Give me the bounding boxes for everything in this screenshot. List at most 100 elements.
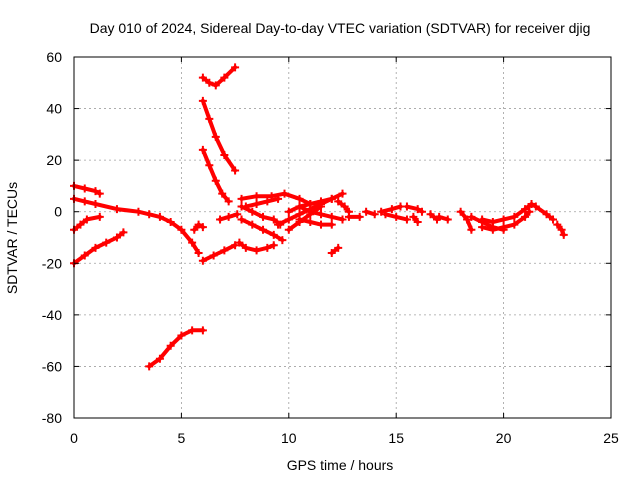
series-arc-09 [198, 241, 240, 265]
data-point [241, 202, 250, 211]
data-point [248, 220, 257, 229]
data-point [355, 212, 364, 221]
data-point [443, 215, 452, 224]
series-line [458, 209, 474, 232]
data-point [220, 246, 229, 255]
data-point [248, 207, 257, 216]
data-point [344, 212, 353, 221]
data-point [198, 326, 207, 335]
data-point [194, 248, 203, 257]
data-point [102, 238, 111, 247]
data-point [456, 207, 465, 216]
data-point [549, 215, 558, 224]
data-point [362, 207, 371, 216]
data-point [338, 215, 347, 224]
data-point [327, 248, 336, 257]
series-arc-16 [241, 194, 283, 211]
data-point [82, 215, 91, 224]
y-tick-label: 20 [46, 152, 62, 168]
series-arc-03 [70, 212, 104, 234]
y-tick-label: 0 [54, 204, 62, 220]
x-tick-label: 20 [496, 430, 512, 446]
data-point [338, 189, 347, 198]
x-tick-labels: 0 5 10 15 20 25 [70, 430, 619, 446]
x-tick-label: 5 [178, 430, 186, 446]
data-point [295, 202, 304, 211]
data-point [510, 212, 519, 221]
data-point [112, 205, 121, 214]
series-arc-08 [198, 145, 233, 206]
data-point [198, 145, 207, 154]
data-point [295, 194, 304, 203]
data-point [233, 210, 242, 219]
data-point [553, 220, 562, 229]
series-arc-23 [334, 197, 353, 216]
data-point [145, 210, 154, 219]
data-point [521, 212, 530, 221]
series-arc-20 [295, 215, 336, 229]
series-arc-36 [553, 220, 568, 239]
data-point [80, 197, 89, 206]
data-point [306, 199, 315, 208]
data-point [190, 225, 199, 234]
series-line [72, 214, 102, 232]
chart-title: Day 010 of 2024, Sidereal Day-to-day VTE… [90, 20, 591, 36]
data-point [531, 202, 540, 211]
data-point [269, 215, 278, 224]
data-point [488, 218, 497, 227]
data-point [205, 78, 214, 87]
series-arc-14 [237, 215, 287, 245]
y-tick-label: 60 [46, 49, 62, 65]
data-point [177, 331, 186, 340]
data-point [557, 225, 566, 234]
x-tick-label: 15 [388, 430, 404, 446]
ticks [73, 56, 612, 419]
data-point [177, 225, 186, 234]
data-point [80, 251, 89, 260]
data-point [198, 223, 207, 232]
data-point [198, 96, 207, 105]
data-point [91, 243, 100, 252]
series-layer [70, 63, 568, 371]
series-line [243, 196, 281, 209]
data-point [237, 215, 246, 224]
data-point [269, 241, 278, 250]
data-point [252, 192, 261, 201]
series-arc-30 [409, 212, 422, 227]
data-point [198, 73, 207, 82]
data-point [166, 218, 175, 227]
data-point [211, 81, 220, 90]
data-point [334, 197, 343, 206]
data-point [402, 215, 411, 224]
data-point [413, 205, 422, 214]
data-point [317, 220, 326, 229]
y-tick-label: -80 [42, 410, 62, 426]
data-point [542, 210, 551, 219]
data-point [205, 114, 214, 123]
data-point [252, 246, 261, 255]
data-point [278, 236, 287, 245]
series-arc-06 [198, 63, 240, 90]
data-point [216, 215, 225, 224]
data-point [340, 202, 349, 211]
data-point [510, 220, 519, 229]
data-point [263, 243, 272, 252]
data-point [211, 132, 220, 141]
series-arc-27 [381, 210, 411, 224]
data-point [259, 212, 268, 221]
data-point [112, 233, 121, 242]
data-point [527, 199, 536, 208]
data-point [478, 215, 487, 224]
data-point [252, 199, 261, 208]
data-point [280, 189, 289, 198]
series-line [72, 196, 201, 255]
data-point [91, 187, 100, 196]
data-point [284, 207, 293, 216]
series-arc-05 [145, 326, 207, 371]
data-point [220, 73, 229, 82]
data-point [188, 326, 197, 335]
data-point [327, 220, 336, 229]
data-point [317, 210, 326, 219]
plot-frame [73, 56, 612, 419]
